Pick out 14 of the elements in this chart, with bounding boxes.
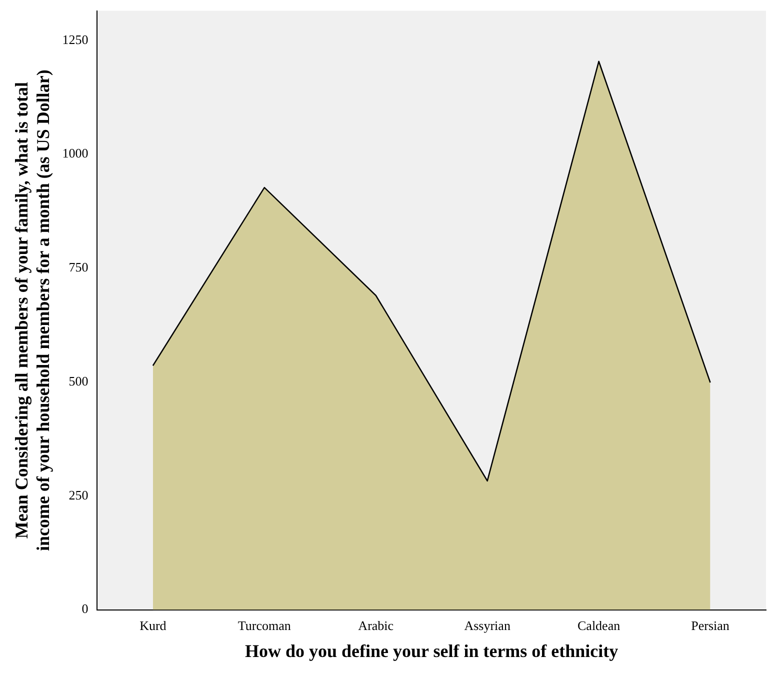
x-axis-title: How do you define your self in terms of ethnicity	[245, 640, 618, 661]
x-tick-label: Turcoman	[238, 618, 292, 634]
y-tick-label: 500	[68, 373, 88, 388]
y-tick-label: 0	[82, 601, 88, 616]
y-tick-label: 1000	[62, 146, 88, 161]
x-tick-label: Arabic	[358, 618, 394, 634]
x-tick-label: Caldean	[578, 618, 621, 634]
y-tick-label: 1250	[62, 32, 88, 47]
y-tick-label: 250	[68, 487, 88, 502]
x-tick-label: Persian	[691, 618, 730, 634]
y-axis-title: Mean Considering all members of your family, what is total income of your household members for a month (as US Dollar)	[11, 70, 54, 551]
x-tick-label: Assyrian	[464, 618, 511, 634]
y-tick-label: 750	[68, 260, 88, 275]
x-tick-label: Kurd	[140, 618, 167, 634]
